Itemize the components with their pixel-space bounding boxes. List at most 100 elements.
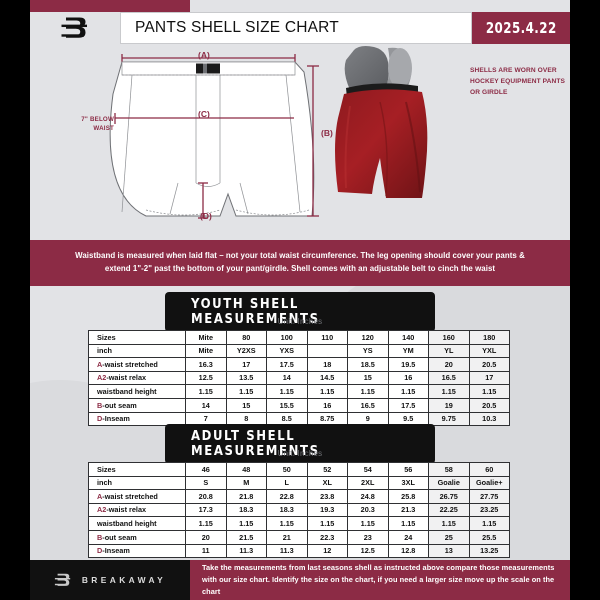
table-cell: 19.5 bbox=[387, 357, 429, 372]
table-cell: 15 bbox=[347, 370, 389, 386]
table-cell: Goalie+ bbox=[468, 475, 510, 491]
table-cell: 9.75 bbox=[428, 411, 470, 427]
content-panel: PANTS SHELL SIZE CHART 2025.4.22 bbox=[30, 0, 570, 600]
table-cell: 17.3 bbox=[185, 502, 227, 518]
measure-label-b: (B) bbox=[321, 128, 333, 138]
table-row: A-waist stretched 20.8 21.8 22.8 23.8 24.8 25.… bbox=[88, 489, 510, 504]
table-cell: 19 bbox=[428, 397, 470, 413]
red-hockey-pant-shell-photo-icon bbox=[335, 46, 428, 198]
table-cell: 1.15 bbox=[387, 516, 429, 531]
page-title-text: PANTS SHELL SIZE CHART bbox=[135, 19, 339, 36]
row-label: inch bbox=[88, 343, 186, 359]
table-cell: 1.15 bbox=[387, 384, 429, 399]
table-cell: XL bbox=[306, 475, 348, 491]
table-cell: 17 bbox=[468, 370, 510, 386]
row-label-prefix: D bbox=[97, 546, 103, 556]
table-cell: 13 bbox=[428, 543, 470, 559]
table-cell: 12.8 bbox=[387, 543, 429, 559]
table-cell: 3XL bbox=[387, 475, 429, 491]
table-cell: 1.15 bbox=[266, 384, 308, 399]
table-cell: 1.15 bbox=[468, 516, 510, 531]
adult-unit-label: Unit: Inches bbox=[277, 449, 323, 458]
table-cell: 11 bbox=[185, 543, 227, 559]
youth-measurements-table: Sizes Mite 80 100 110 120 140 160 180 inch Mite Y2X… bbox=[88, 330, 510, 427]
table-cell: 1.15 bbox=[306, 384, 348, 399]
table-row: inch S M L XL 2XL 3XL Goalie Goalie+ bbox=[88, 475, 510, 491]
row-label: Sizes bbox=[88, 462, 186, 477]
row-label-prefix: D bbox=[97, 414, 103, 424]
table-cell: 17.5 bbox=[266, 357, 308, 372]
table-cell: 180 bbox=[468, 330, 510, 345]
breakaway-b-logo-icon bbox=[60, 13, 90, 43]
row-label-prefix: B bbox=[97, 532, 103, 542]
page-title: PANTS SHELL SIZE CHART bbox=[120, 12, 472, 44]
measure-label-c: (C) bbox=[198, 109, 210, 119]
table-cell: 25.5 bbox=[468, 529, 510, 545]
table-cell: 16 bbox=[306, 397, 348, 413]
youth-unit-label: Unit: Inches bbox=[277, 317, 323, 326]
table-cell: 110 bbox=[306, 330, 348, 345]
row-label: inch bbox=[88, 475, 186, 491]
breakaway-b-logo-icon bbox=[54, 571, 72, 589]
table-cell: 11.3 bbox=[266, 543, 308, 559]
table-row: A2-waist relax 12.5 13.5 14 14.5 15 16 16.5 17 bbox=[88, 370, 510, 386]
table-cell: 14 bbox=[185, 397, 227, 413]
table-cell: 22.8 bbox=[266, 489, 308, 504]
table-cell: 120 bbox=[347, 330, 389, 345]
table-cell: 11.3 bbox=[225, 543, 267, 559]
table-cell: 1.15 bbox=[347, 384, 389, 399]
table-cell: L bbox=[266, 475, 308, 491]
table-cell: 14 bbox=[266, 370, 308, 386]
table-cell: 20 bbox=[428, 357, 470, 372]
table-cell: 10.3 bbox=[468, 411, 510, 427]
table-cell: 20.5 bbox=[468, 397, 510, 413]
table-cell: Y2XS bbox=[225, 343, 267, 359]
table-cell: 1.15 bbox=[185, 516, 227, 531]
row-label-prefix: A bbox=[97, 359, 103, 369]
row-label: Sizes bbox=[88, 330, 186, 345]
table-cell: 16 bbox=[387, 370, 429, 386]
table-cell: 20.5 bbox=[468, 357, 510, 372]
measure-label-d: (D) bbox=[200, 211, 212, 221]
adult-table-body: Sizes 46 48 50 52 54 56 58 60 inch S M L XL 2XL 3XL Goal… bbox=[88, 462, 510, 559]
row-label: A2-waist relax bbox=[88, 502, 186, 518]
row-label: waistband height bbox=[88, 384, 186, 399]
table-cell: YM bbox=[387, 343, 429, 359]
table-row: Sizes Mite 80 100 110 120 140 160 180 bbox=[88, 330, 510, 345]
header-accent-bar bbox=[30, 0, 190, 12]
table-cell: 1.15 bbox=[468, 384, 510, 399]
table-cell: 13.25 bbox=[468, 543, 510, 559]
table-cell: 17.5 bbox=[387, 397, 429, 413]
row-label: B-out seam bbox=[88, 529, 186, 545]
youth-table-body: Sizes Mite 80 100 110 120 140 160 180 inch Mite Y2X… bbox=[88, 330, 510, 427]
footer-instruction: Take the measurements from last seasons … bbox=[190, 560, 570, 600]
table-cell: 60 bbox=[468, 462, 510, 477]
table-cell: 20.8 bbox=[185, 489, 227, 504]
adult-section-title: ADULT SHELL MEASUREMENTS bbox=[165, 424, 435, 464]
revision-date-text: 2025.4.22 bbox=[485, 19, 557, 37]
table-row: A-waist stretched 16.3 17 17.5 18 18.5 19.5 20 2… bbox=[88, 357, 510, 372]
table-cell: 58 bbox=[428, 462, 470, 477]
table-cell: 23 bbox=[347, 529, 389, 545]
row-label-prefix: A2 bbox=[97, 373, 107, 383]
table-cell: 15 bbox=[225, 397, 267, 413]
table-cell: S bbox=[185, 475, 227, 491]
table-cell: 160 bbox=[428, 330, 470, 345]
table-cell: Mite bbox=[185, 330, 227, 345]
row-label: D-Inseam bbox=[88, 543, 186, 559]
measurement-instruction-text: Waistband is measured when laid flat – n… bbox=[75, 251, 525, 273]
table-cell: 21.5 bbox=[225, 529, 267, 545]
table-cell: 13.5 bbox=[225, 370, 267, 386]
table-cell: YXS bbox=[266, 343, 308, 359]
table-cell: 15.5 bbox=[266, 397, 308, 413]
table-cell: 1.15 bbox=[306, 516, 348, 531]
table-cell: 1.15 bbox=[428, 384, 470, 399]
table-cell: 12.5 bbox=[185, 370, 227, 386]
table-cell: 56 bbox=[387, 462, 429, 477]
table-cell: YXL bbox=[468, 343, 510, 359]
page-header: PANTS SHELL SIZE CHART 2025.4.22 bbox=[30, 0, 570, 44]
adult-measurements-table: Sizes 46 48 50 52 54 56 58 60 inch S M L XL 2XL 3XL Goal… bbox=[88, 462, 510, 559]
table-cell: 27.75 bbox=[468, 489, 510, 504]
table-cell: 18.3 bbox=[225, 502, 267, 518]
